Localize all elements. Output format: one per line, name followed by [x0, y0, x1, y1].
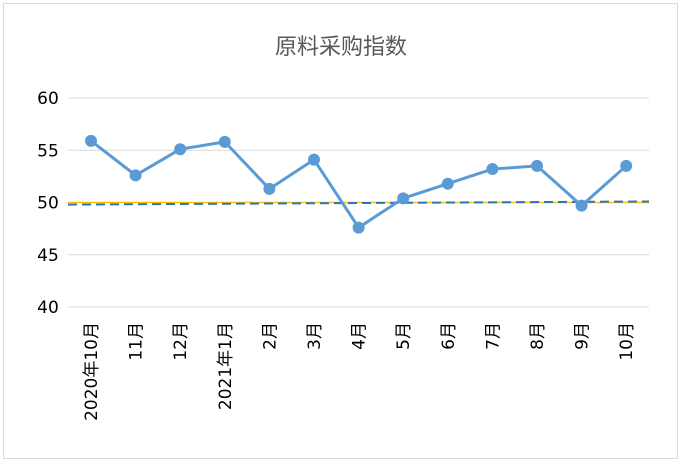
y-tick-label: 60: [37, 89, 59, 109]
data-point-10月: [620, 159, 633, 172]
series-line: [90, 139, 628, 230]
reference-layer: [67, 200, 650, 206]
data-point-8月: [531, 159, 543, 172]
y-tick-label: 40: [37, 298, 59, 318]
x-tick-label: 5月: [394, 322, 414, 350]
x-tick-label: 9月: [573, 322, 593, 350]
data-point-2021年1月: [218, 135, 231, 148]
data-point-2月: [263, 182, 276, 195]
data-point-5月: [397, 192, 410, 205]
data-point-12月: [174, 143, 187, 156]
x-tick-label: 2020年10月: [82, 322, 102, 421]
x-tick-label: 7月: [483, 322, 503, 350]
data-point-4月: [352, 221, 365, 234]
chart-title: 原料采购指数: [275, 35, 407, 60]
x-tick-label: 8月: [528, 322, 548, 350]
chart-frame: [3, 3, 678, 459]
series-layer: [85, 134, 633, 234]
y-axis-ticks: 40 45 50 55 60: [37, 89, 59, 318]
x-axis-ticks: 2020年10月 11月 12月 2021年1月 2月 3月 4月 5月 6月 7月 8月 9月 10月: [82, 322, 637, 421]
x-tick-label: 11月: [127, 322, 147, 361]
y-tick-label: 45: [37, 246, 59, 266]
trendline: [67, 200, 650, 206]
x-tick-label: 2021年1月: [216, 322, 236, 410]
x-tick-label: 6月: [439, 322, 459, 350]
data-point-2020年10月: [85, 134, 97, 147]
x-tick-label: 2月: [260, 322, 280, 350]
x-tick-label: 3月: [305, 322, 325, 350]
y-tick-label: 50: [37, 194, 59, 214]
x-tick-label: 12月: [171, 322, 191, 361]
x-tick-label: 10月: [617, 322, 637, 361]
data-point-7月: [486, 163, 499, 176]
data-point-6月: [441, 177, 454, 190]
x-tick-label: 4月: [350, 322, 370, 350]
data-point-11月: [129, 169, 142, 182]
data-point-3月: [308, 153, 320, 166]
y-tick-label: 55: [37, 141, 59, 161]
data-point-9月: [575, 199, 588, 212]
